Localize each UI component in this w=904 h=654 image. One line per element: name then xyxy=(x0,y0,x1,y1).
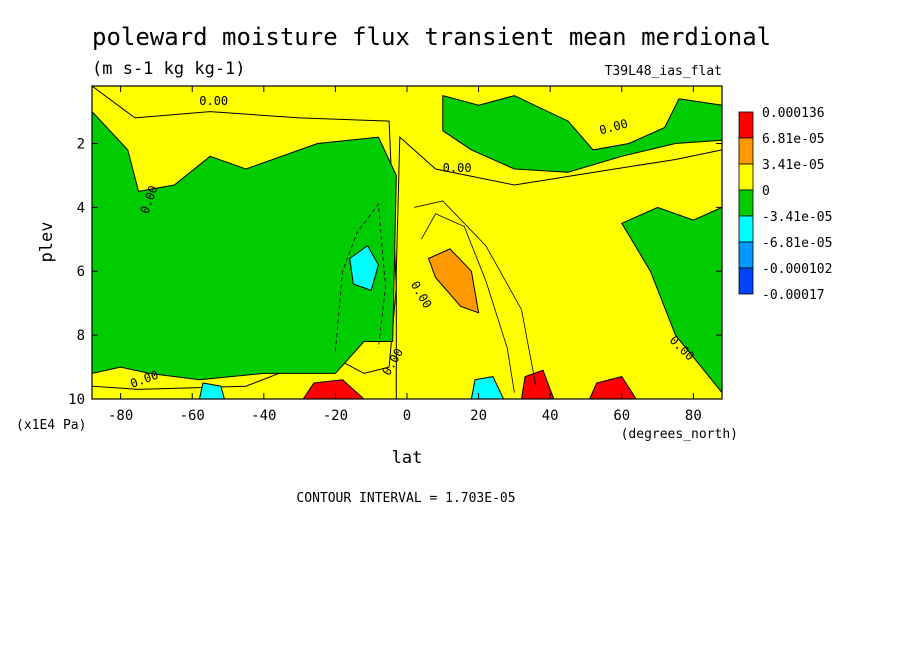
colorbar-label: -6.81e-05 xyxy=(762,236,832,251)
colorbar-label: 0.000136 xyxy=(762,106,825,121)
colorbar-swatch xyxy=(738,189,754,217)
x-tick-label: 0 xyxy=(403,408,411,424)
y-axis-label: plev xyxy=(37,222,57,263)
x-axis: -80 -60 -40 -20 0 20 40 60 80 xyxy=(108,86,702,424)
y-tick-label: 8 xyxy=(77,328,85,344)
region-moist-negative-sh xyxy=(91,110,397,381)
y-tick-label: 4 xyxy=(77,200,85,216)
colorbar-label: -3.41e-05 xyxy=(762,210,832,225)
region-moist-orange-midlat xyxy=(427,248,480,314)
colorbar-label: -0.000102 xyxy=(762,262,832,277)
colorbar-swatch xyxy=(738,215,754,243)
contour-interval-note: CONTOUR INTERVAL = 1.703E-05 xyxy=(296,491,515,506)
colorbar-label: 6.81e-05 xyxy=(762,132,825,147)
y-tick-label: 6 xyxy=(77,264,85,280)
x-tick-label: -60 xyxy=(180,408,205,424)
x-axis-label: lat xyxy=(392,448,423,468)
x-tick-label: 20 xyxy=(470,408,487,424)
colorbar-label: -0.00017 xyxy=(762,288,825,303)
chart-title: poleward moisture flux transient mean me… xyxy=(92,23,771,51)
colorbar-swatch xyxy=(738,267,754,295)
x-tick-label: -20 xyxy=(323,408,348,424)
x-tick-label: 40 xyxy=(542,408,559,424)
colorbar-label: 0 xyxy=(762,184,770,199)
colorbar-swatch xyxy=(738,137,754,165)
colorbar-swatch xyxy=(738,163,754,191)
contour-label: 0.00 xyxy=(199,94,228,108)
region-moist-cyan-sh-mid xyxy=(349,244,379,292)
x-tick-label: 60 xyxy=(613,408,630,424)
x-axis-units: (degrees_north) xyxy=(621,427,738,442)
y-axis: 2 4 6 8 10 xyxy=(68,136,722,408)
x-tick-label: -40 xyxy=(251,408,276,424)
y-tick-label: 10 xyxy=(68,392,85,408)
chart-subtitle: (m s-1 kg kg-1) xyxy=(92,59,246,79)
x-tick-label: -80 xyxy=(108,408,133,424)
dataset-label: T39L48_ias_flat xyxy=(605,64,722,79)
x-tick-label: 80 xyxy=(685,408,702,424)
plot-area: 0.000.000.000.000.000.000.000.00 xyxy=(91,85,723,400)
y-tick-label: 2 xyxy=(77,136,85,152)
y-axis-units: (x1E4 Pa) xyxy=(16,418,86,433)
colorbar-swatch xyxy=(738,111,754,139)
colorbar-label: 3.41e-05 xyxy=(762,158,825,173)
colorbar-swatch xyxy=(738,241,754,269)
contour-lines xyxy=(335,200,537,393)
contour-regions xyxy=(91,85,723,400)
contour-line-1 xyxy=(335,203,386,352)
contour-line-3 xyxy=(414,200,537,387)
contour-line-2 xyxy=(420,213,515,393)
contour-label: 0.00 xyxy=(443,161,472,175)
colorbar: 0.000136 6.81e-05 3.41e-05 0 -3.41e-05 -6.81e… xyxy=(738,106,832,303)
region-moist-positive-nh xyxy=(395,136,723,400)
